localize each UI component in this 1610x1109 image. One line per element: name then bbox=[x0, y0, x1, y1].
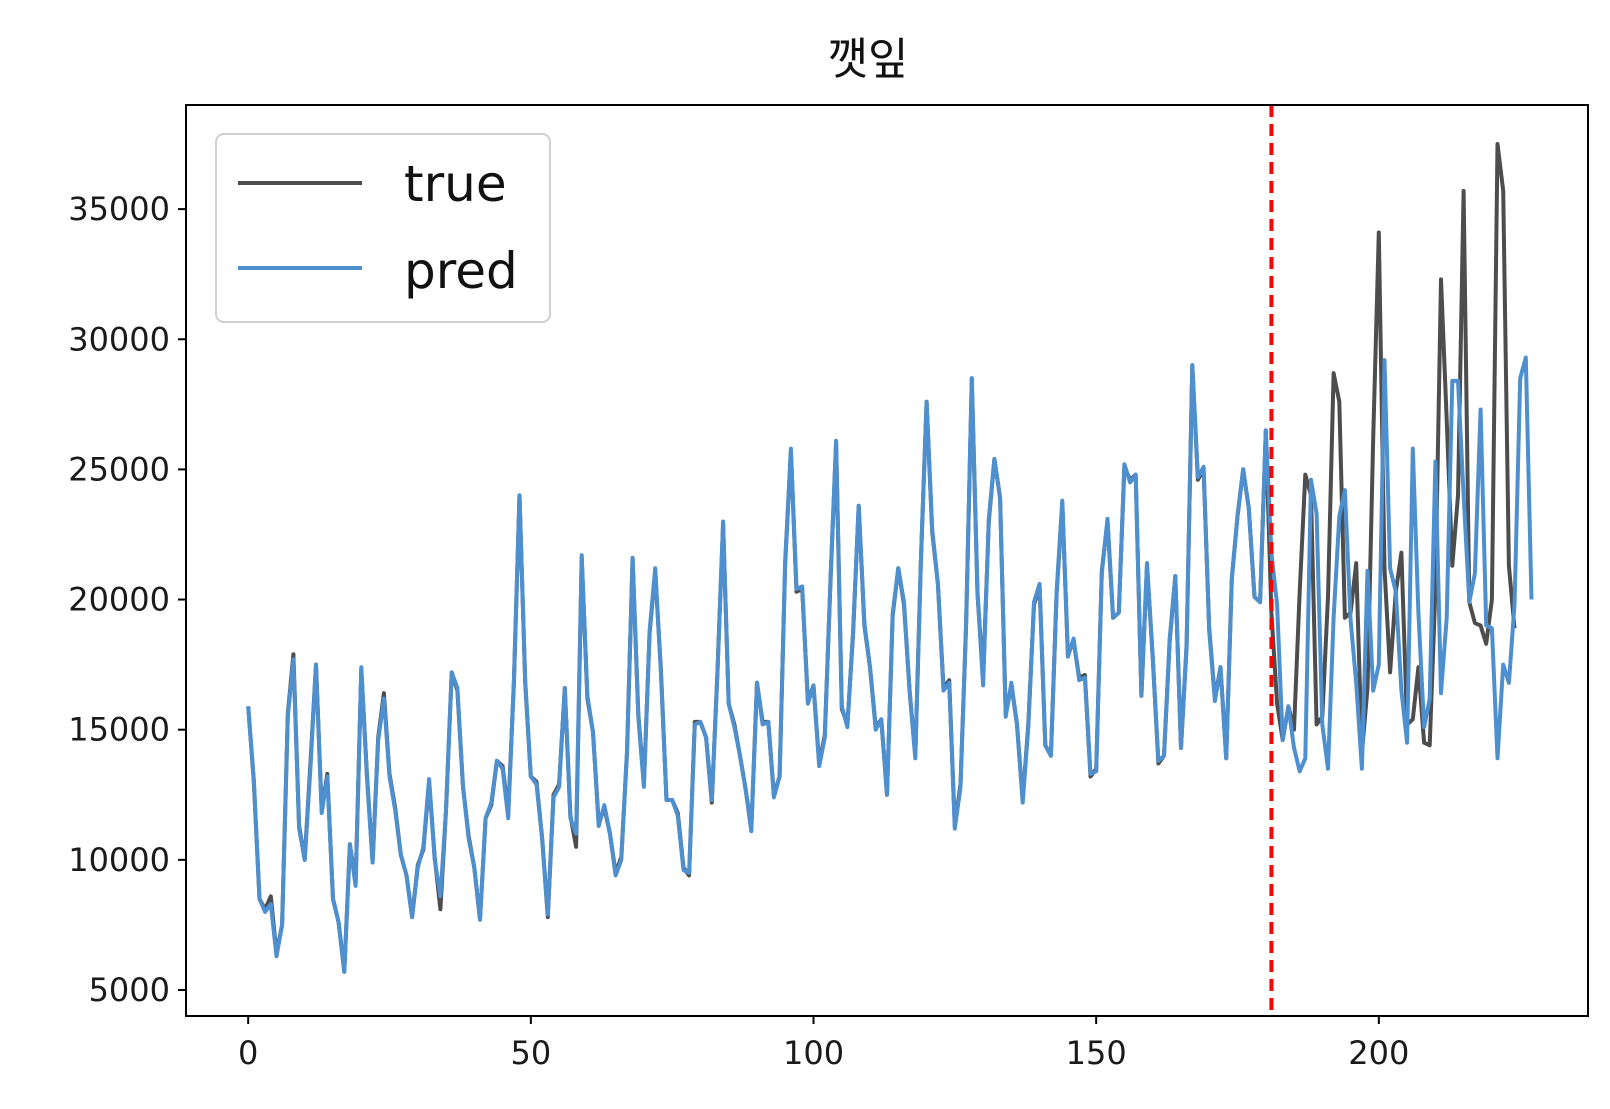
y-tick-label: 15000 bbox=[68, 711, 170, 749]
x-tick-label: 200 bbox=[1348, 1034, 1409, 1072]
x-tick-label: 150 bbox=[1066, 1034, 1127, 1072]
y-tick-label: 5000 bbox=[89, 971, 170, 1009]
x-tick-label: 100 bbox=[783, 1034, 844, 1072]
y-tick-label: 10000 bbox=[68, 841, 170, 879]
series-layer bbox=[246, 142, 1534, 974]
series-line-pred bbox=[246, 355, 1534, 974]
axis-ticks: 0 50 100 150 200 5000 10000 15000 20000 25000 3000… bbox=[68, 190, 1409, 1072]
legend: true pred bbox=[215, 133, 551, 323]
x-tick-label: 50 bbox=[510, 1034, 551, 1072]
y-tick-label: 35000 bbox=[68, 190, 170, 228]
y-tick-label: 30000 bbox=[68, 320, 170, 358]
plot-frame bbox=[185, 104, 1589, 1017]
legend-label-pred: pred bbox=[404, 242, 518, 300]
y-tick-label: 20000 bbox=[68, 581, 170, 619]
chart-title: 깻잎 bbox=[828, 34, 909, 85]
legend-label-true: true bbox=[404, 155, 507, 213]
y-tick-label: 25000 bbox=[68, 450, 170, 488]
x-tick-label: 0 bbox=[238, 1034, 258, 1072]
